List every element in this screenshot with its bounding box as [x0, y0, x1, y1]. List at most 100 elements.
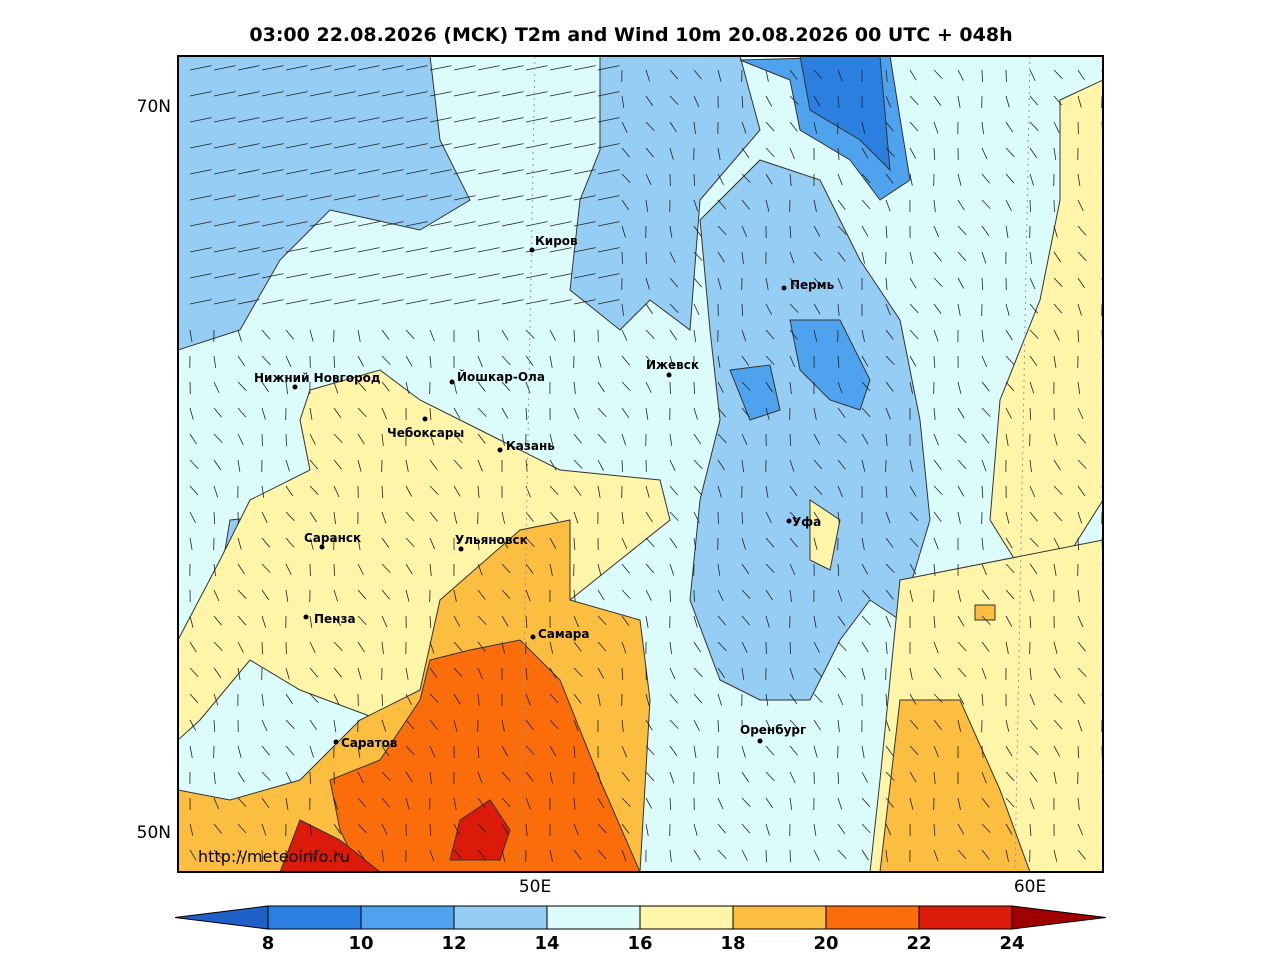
wind-barb [885, 797, 894, 808]
wind-barb [357, 407, 367, 418]
wind-barb [717, 485, 722, 498]
watermark: http://meteoinfo.ru [198, 847, 350, 866]
wind-barb [237, 537, 242, 550]
wind-barb [261, 693, 264, 706]
wind-barb [405, 797, 410, 810]
wind-barb [237, 221, 260, 227]
wind-barb [693, 615, 698, 628]
wind-barb [405, 299, 428, 305]
wind-barb [909, 251, 914, 264]
wind-barb [741, 797, 751, 807]
wind-barb [405, 771, 413, 783]
wind-barb [309, 273, 332, 279]
wind-barb [573, 485, 582, 496]
wind-barb [1005, 381, 1015, 392]
wind-barb [549, 745, 557, 757]
wind-barb [213, 615, 222, 626]
wind-barb [261, 615, 266, 628]
wind-barb [789, 745, 799, 756]
wind-barb [621, 303, 625, 316]
wind-barb [813, 615, 817, 628]
wind-barb [837, 173, 843, 186]
wind-barb [957, 381, 962, 394]
wind-barb [621, 147, 631, 158]
wind-barb [765, 381, 773, 393]
wind-barb [621, 121, 628, 133]
wind-barb [1077, 719, 1083, 732]
wind-barb [189, 169, 212, 175]
wind-barb [765, 537, 775, 548]
wind-barb [837, 771, 840, 785]
wind-barb [381, 329, 390, 340]
wind-barb [285, 117, 308, 123]
wind-barb [525, 273, 548, 279]
wind-barb [333, 407, 342, 419]
wind-barb [333, 849, 343, 859]
wind-barb [429, 693, 439, 703]
wind-barb [621, 225, 626, 238]
wind-barb [357, 195, 380, 201]
wind-barb [861, 251, 865, 264]
wind-barb [645, 329, 655, 339]
wind-barb [1029, 121, 1039, 131]
wind-barb [1005, 823, 1013, 835]
wind-barb [837, 719, 840, 732]
wind-barb [621, 173, 631, 183]
wind-barb [573, 247, 596, 253]
wind-barb [477, 459, 483, 472]
wind-barb [213, 849, 223, 859]
wind-barb [837, 823, 846, 835]
wind-barb [237, 65, 260, 71]
wind-barb [405, 589, 410, 602]
wind-barb [693, 849, 701, 861]
wind-barb [597, 693, 601, 706]
wind-barb [213, 299, 236, 305]
wind-barb [261, 91, 284, 97]
wind-barb [309, 719, 318, 731]
wind-barb [309, 247, 332, 253]
wind-barb [477, 667, 483, 680]
wind-barb [1029, 147, 1038, 159]
wind-barb [1077, 459, 1087, 469]
wind-barb [1005, 173, 1015, 184]
wind-barb [213, 693, 219, 706]
wind-barb [1005, 537, 1013, 549]
wind-barb [837, 511, 840, 524]
wind-barb [717, 355, 721, 368]
wind-barb [741, 771, 749, 783]
wind-barb [741, 823, 751, 834]
temperature-zone [974, 604, 996, 621]
wind-barb [597, 797, 605, 809]
wind-barb [837, 693, 844, 706]
wind-barb [765, 589, 773, 601]
wind-barb [525, 823, 528, 836]
wind-barb [933, 771, 936, 784]
wind-barb [837, 251, 846, 262]
wind-barb [645, 69, 651, 82]
wind-barb [573, 273, 596, 279]
colorbar-bin [360, 905, 455, 930]
wind-barb [669, 433, 673, 446]
wind-barb [213, 459, 222, 471]
wind-barb [717, 433, 727, 443]
wind-barb [693, 173, 696, 187]
wind-barb [597, 299, 620, 305]
wind-barb [765, 615, 770, 628]
wind-barb [477, 563, 483, 576]
wind-barb [981, 537, 984, 550]
wind-barb [477, 641, 486, 652]
wind-barb [1029, 303, 1038, 314]
wind-barb [717, 771, 721, 784]
wind-barb [573, 143, 596, 149]
wind-barb [477, 299, 500, 305]
wind-barb [933, 745, 939, 758]
wind-barb [909, 563, 917, 575]
wind-barb [861, 225, 869, 237]
wind-barb [453, 195, 476, 201]
wind-barb [501, 537, 509, 549]
wind-barb [333, 195, 356, 201]
city-dot [292, 384, 298, 390]
wind-barb [573, 459, 583, 469]
wind-barb [429, 433, 435, 446]
wind-barb [669, 225, 673, 238]
